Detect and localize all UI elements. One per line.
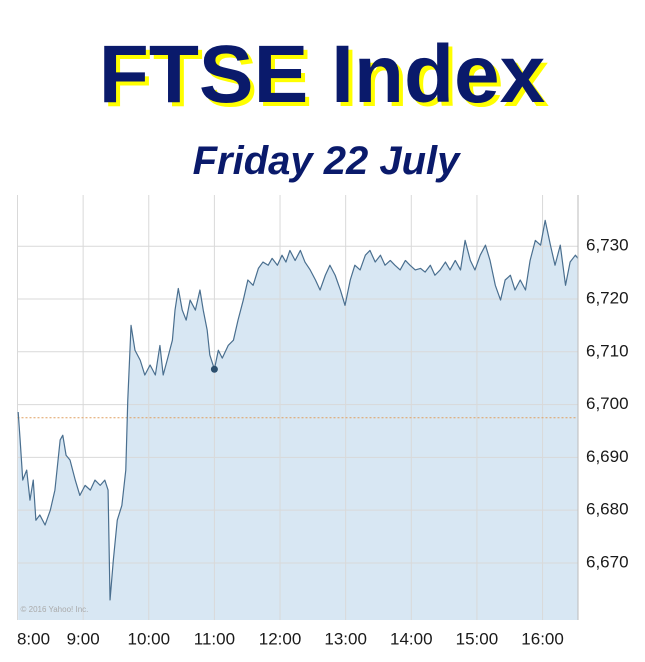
price-line xyxy=(17,219,579,601)
x-tick-label: 14:00 xyxy=(390,629,433,648)
y-tick-label: 6,700 xyxy=(586,394,629,413)
area-fill xyxy=(18,220,579,620)
y-tick-label: 6,710 xyxy=(586,341,629,360)
x-tick-label: 16:00 xyxy=(521,629,564,648)
x-tick-label: 9:00 xyxy=(67,629,100,648)
marker xyxy=(210,365,218,373)
y-tick-label: 6,670 xyxy=(586,552,629,571)
y-tick-label: 6,730 xyxy=(586,236,629,255)
x-tick-label: 8:00 xyxy=(17,629,50,648)
x-tick-label: 10:00 xyxy=(127,629,170,648)
chart-title: FTSE Index xyxy=(99,29,546,120)
y-tick-label: 6,680 xyxy=(586,500,629,519)
chart-subtitle: Friday 22 July xyxy=(193,139,462,183)
x-tick-label: 11:00 xyxy=(194,629,235,648)
y-tick-label: 6,720 xyxy=(586,288,629,307)
watermark: © 2016 Yahoo! Inc. xyxy=(21,605,89,614)
y-tick-label: 6,690 xyxy=(586,447,629,466)
x-tick-label: 12:00 xyxy=(259,629,302,648)
chart-title-shadow: FTSE Index xyxy=(103,33,550,124)
x-tick-label: 13:00 xyxy=(324,629,367,648)
x-tick-label: 15:00 xyxy=(456,629,499,648)
